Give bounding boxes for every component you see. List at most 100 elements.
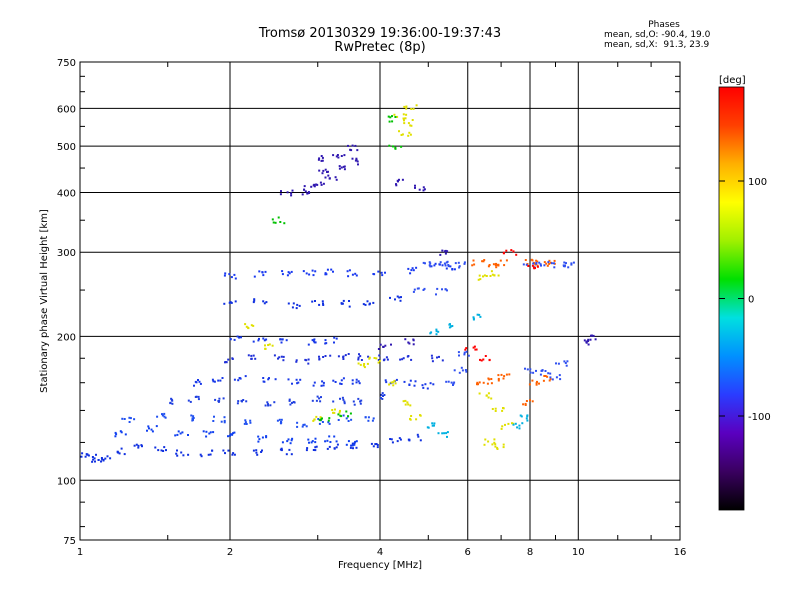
echo-point: [422, 189, 425, 192]
echo-point: [305, 425, 308, 428]
echo-point: [261, 271, 264, 274]
echo-point: [412, 343, 415, 346]
echo-point: [458, 265, 461, 268]
echo-point: [497, 379, 500, 382]
y-tick-label: 100: [57, 476, 76, 487]
echo-point: [453, 369, 456, 372]
echo-point: [124, 433, 127, 436]
echo-point: [543, 264, 546, 267]
echo-point: [525, 400, 528, 402]
echo-point: [306, 447, 309, 450]
echo-point: [264, 404, 267, 407]
echo-point: [458, 266, 461, 269]
echo-point: [419, 439, 422, 442]
echo-point: [302, 270, 305, 273]
echo-point: [320, 159, 323, 162]
echo-point: [362, 303, 365, 306]
echo-point: [303, 188, 305, 191]
echo-point: [154, 446, 157, 449]
echo-point: [463, 353, 466, 356]
echo-point: [402, 117, 405, 120]
echo-point: [322, 304, 325, 306]
echo-point: [435, 330, 438, 333]
echo-point: [179, 432, 182, 435]
echo-point: [366, 362, 369, 365]
echo-point: [377, 348, 380, 350]
echo-point: [267, 344, 270, 346]
echo-point: [553, 266, 556, 269]
echo-point: [174, 434, 177, 437]
echo-point: [472, 316, 475, 319]
echo-point: [295, 359, 298, 362]
echo-point: [267, 404, 270, 407]
echo-point: [363, 366, 366, 369]
echo-point: [508, 373, 511, 376]
echo-point: [296, 382, 299, 385]
echo-point: [355, 157, 358, 160]
echo-point: [536, 265, 539, 268]
echo-point: [401, 358, 404, 361]
echo-point: [407, 403, 410, 406]
echo-point: [342, 377, 345, 380]
echo-point: [223, 416, 226, 419]
echo-point: [404, 338, 407, 341]
echo-point: [376, 444, 379, 446]
echo-point: [317, 158, 320, 161]
echo-point: [244, 375, 247, 378]
echo-point: [307, 362, 310, 365]
echo-point: [252, 449, 255, 452]
echo-point: [431, 357, 434, 360]
echo-point: [354, 440, 357, 443]
echo-point: [518, 424, 521, 427]
echo-point: [490, 382, 493, 385]
echo-point: [452, 384, 454, 386]
echo-point: [211, 449, 214, 452]
echo-point: [312, 184, 315, 187]
x-tick-label: 16: [674, 547, 687, 558]
echo-point: [339, 382, 342, 385]
echo-point: [334, 381, 337, 383]
echo-point: [163, 446, 166, 449]
echo-point: [357, 397, 360, 400]
echo-point: [355, 381, 358, 384]
echo-point: [363, 363, 366, 365]
echo-point: [264, 347, 267, 350]
echo-point: [475, 348, 478, 351]
echo-point: [277, 216, 280, 219]
echo-point: [335, 155, 338, 158]
colorbar-tick-label: 0: [748, 295, 754, 306]
echo-point: [519, 414, 522, 417]
echo-point: [272, 221, 275, 224]
echo-point: [433, 264, 436, 267]
echo-point: [296, 421, 299, 424]
echo-point: [401, 178, 404, 181]
echo-point: [355, 158, 358, 161]
echo-point: [487, 265, 490, 268]
echo-point: [428, 261, 431, 264]
echo-point: [570, 262, 573, 265]
echo-point: [163, 415, 166, 418]
echo-point: [390, 438, 393, 441]
echo-point: [484, 438, 487, 441]
echo-point: [505, 373, 508, 376]
echo-point: [424, 262, 426, 265]
echo-point: [359, 400, 362, 403]
echo-point: [263, 380, 266, 383]
echo-point: [377, 361, 380, 364]
echo-point: [264, 344, 266, 347]
echo-point: [288, 399, 291, 402]
echo-point: [343, 400, 346, 403]
echo-point: [360, 359, 363, 361]
echo-point: [550, 262, 553, 265]
echo-point: [430, 265, 433, 268]
echo-point: [474, 348, 477, 351]
echo-point: [339, 397, 341, 400]
echo-point: [485, 275, 488, 277]
echo-point: [236, 335, 239, 338]
echo-point: [431, 360, 434, 363]
echo-point: [436, 356, 438, 359]
echo-point: [426, 387, 429, 390]
echo-point: [120, 431, 123, 434]
echo-point: [288, 398, 291, 401]
echo-point: [318, 422, 321, 425]
